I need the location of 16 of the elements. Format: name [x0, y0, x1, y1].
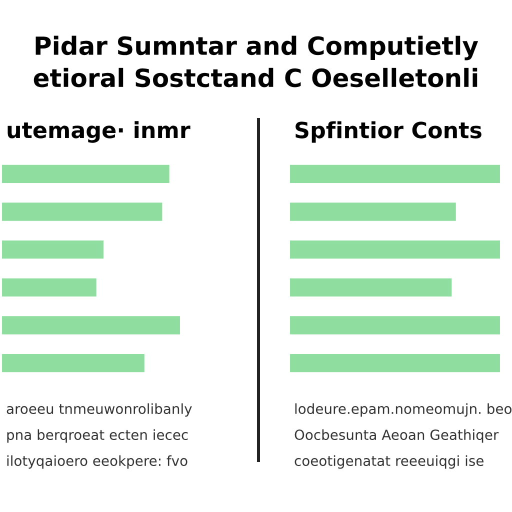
chart-title: utemage· inmr — [8, 121, 190, 143]
text: aroeeu tnmeuwonrolibanly — [6, 403, 192, 417]
text: lodeure.epam.nomeomujn. beo — [295, 403, 512, 417]
text: coeotigenatat reeeuiqgi ise — [294, 455, 484, 469]
bar — [2, 164, 170, 183]
text: ilotyqaioero eeokpere: fvo — [7, 455, 188, 469]
bar — [2, 316, 180, 334]
bar — [2, 278, 96, 296]
text: Oocbesunta Aeoan Geathiqer — [294, 429, 499, 443]
bar — [2, 240, 104, 259]
text: pna berqroeat ecten iecec — [7, 429, 188, 443]
chart-title: Spfintior Conts — [296, 121, 482, 143]
text: etioral Sostctand C Oeselletonli — [34, 68, 478, 88]
text: Pidar Sumntar and Computietly — [36, 36, 478, 60]
bar — [2, 354, 144, 372]
bar — [2, 202, 162, 221]
